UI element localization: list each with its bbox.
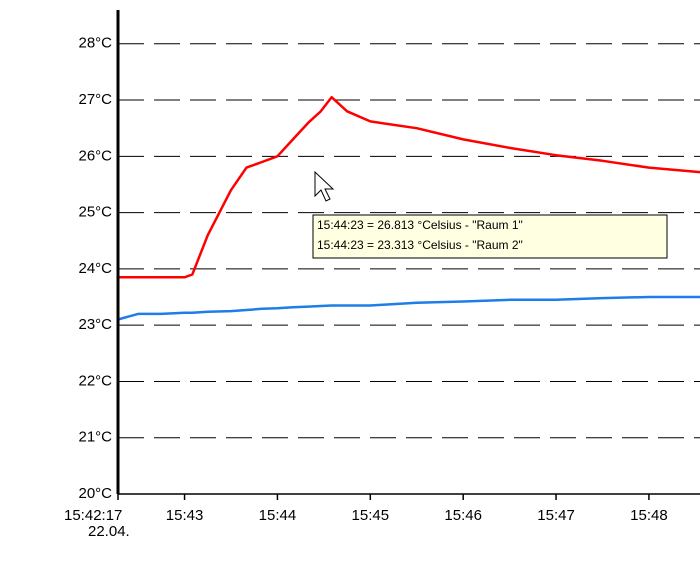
- y-tick-label: 23°C: [78, 316, 112, 333]
- series-line: [117, 295, 700, 321]
- y-tick-label: 25°C: [78, 204, 112, 221]
- y-tick-label: 26°C: [78, 147, 112, 164]
- y-tick-label: 27°C: [78, 91, 112, 108]
- x-tick-label: 22.04.: [88, 523, 130, 540]
- x-tick-label: 15:42:17: [64, 507, 122, 524]
- mouse-cursor: [314, 170, 335, 202]
- x-tick-label: 15:45: [352, 507, 390, 524]
- tooltip-line: 15:44:23 = 26.813 °Celsius - "Raum 1": [317, 218, 523, 232]
- tooltip-line: 15:44:23 = 23.313 °Celsius - "Raum 2": [317, 238, 523, 252]
- x-tick-label: 15:44: [259, 507, 297, 524]
- series-line: [118, 95, 700, 279]
- y-tick-label: 21°C: [78, 429, 112, 446]
- x-tick-label: 15:43: [166, 507, 204, 524]
- x-tick-label: 15:46: [444, 507, 482, 524]
- y-tick-label: 20°C: [78, 485, 112, 502]
- x-tick-label: 15:48: [630, 507, 668, 524]
- y-tick-label: 28°C: [78, 35, 112, 52]
- x-tick-label: 15:47: [537, 507, 575, 524]
- tooltip-box: [312, 214, 668, 259]
- y-tick-label: 22°C: [78, 372, 112, 389]
- y-tick-label: 24°C: [78, 260, 112, 277]
